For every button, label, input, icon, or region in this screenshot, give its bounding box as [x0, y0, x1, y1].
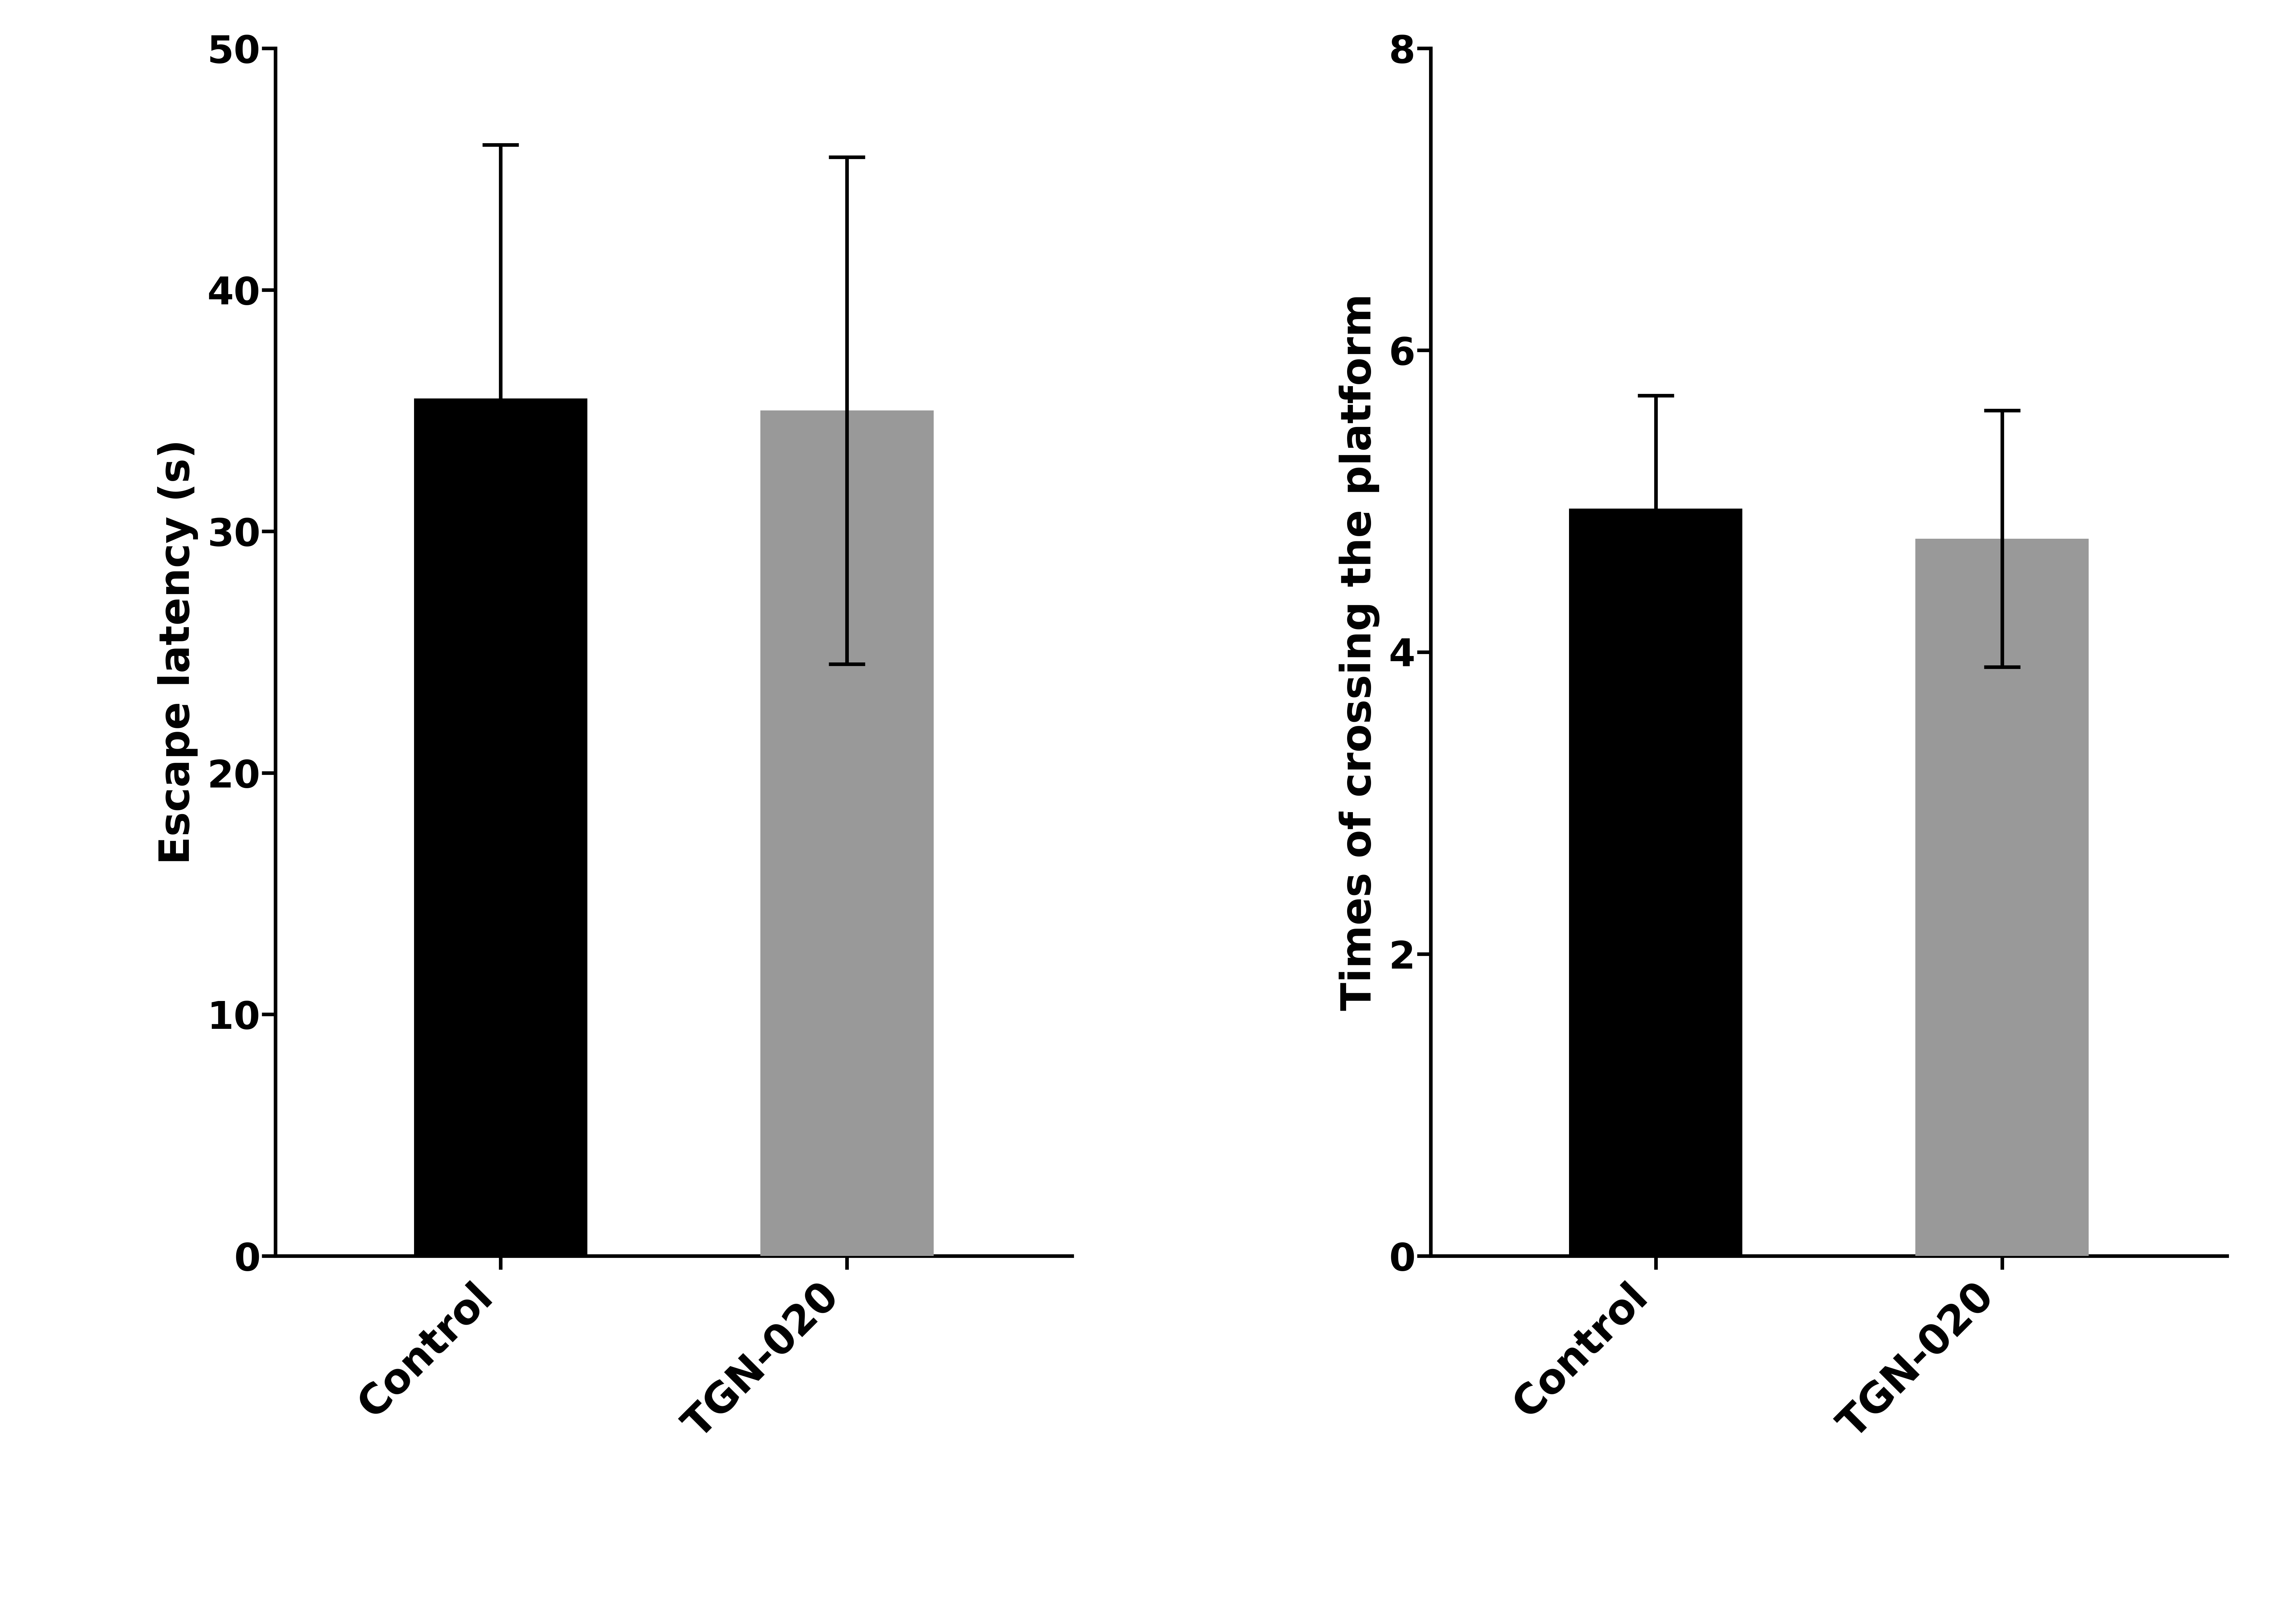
Y-axis label: Times of crossing the platform: Times of crossing the platform [1339, 293, 1380, 1011]
Bar [1915, 539, 2089, 1256]
Bar [760, 411, 934, 1256]
Y-axis label: Escape latency (s): Escape latency (s) [158, 440, 197, 865]
Bar [413, 398, 588, 1256]
Bar [1568, 509, 1743, 1256]
